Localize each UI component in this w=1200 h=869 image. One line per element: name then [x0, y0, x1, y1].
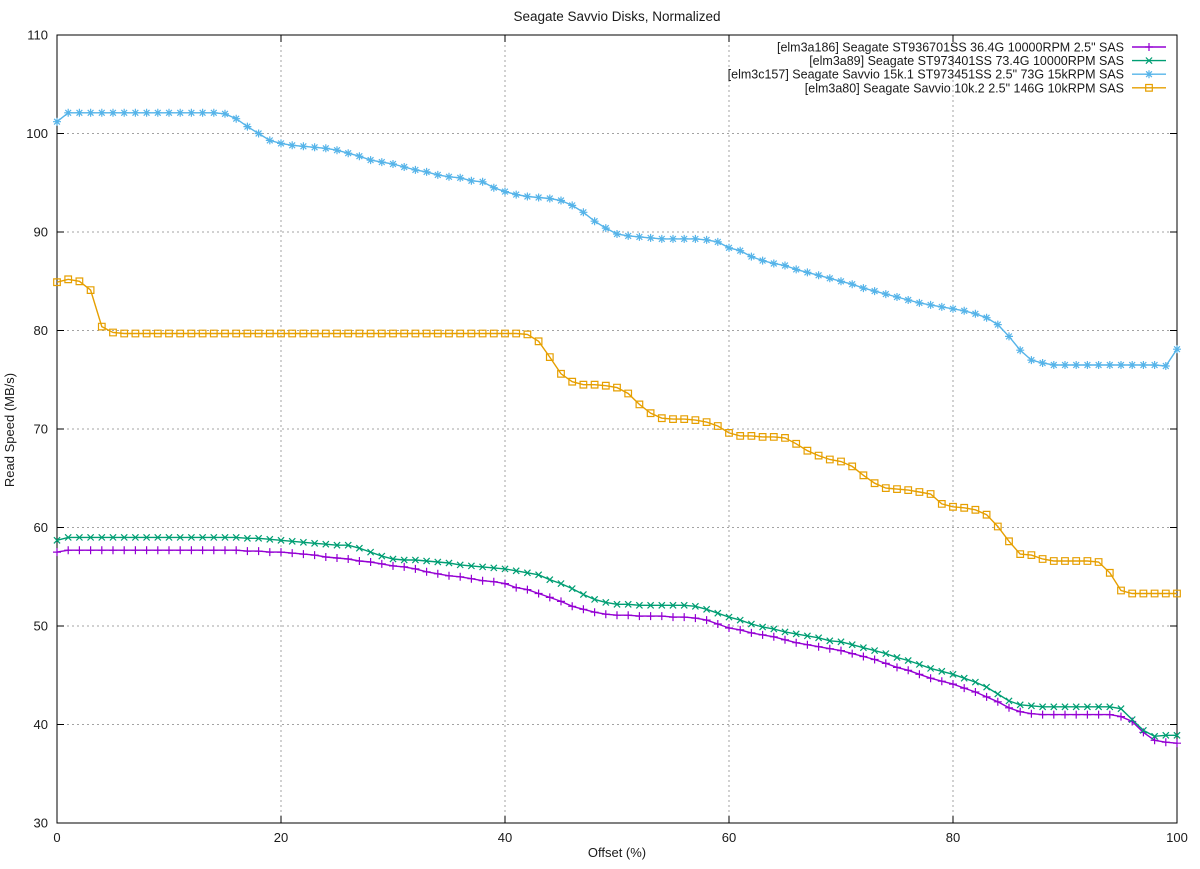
legend-label-3: [elm3a80] Seagate Savvio 10k.2 2.5" 146G…	[805, 81, 1124, 95]
y-tick-label: 50	[34, 619, 48, 634]
y-tick-label: 100	[26, 126, 48, 141]
x-tick-label: 80	[946, 830, 960, 845]
series-markers-1	[53, 533, 1181, 740]
x-tick-label: 0	[53, 830, 60, 845]
legend-sample-marker	[1145, 70, 1153, 79]
series-markers-3	[53, 275, 1181, 598]
series-markers-0	[53, 546, 1181, 748]
y-tick-label: 30	[34, 816, 48, 831]
tick-labels: 0 20 40 60 80 100 30 40 50 60 70 80 90 100 110	[26, 28, 1188, 846]
series-line-2	[56, 112, 1178, 367]
legend-sample-2	[1132, 70, 1166, 79]
series-2	[53, 108, 1181, 370]
legend-sample-3	[1132, 83, 1166, 92]
legend-label-0: [elm3a186] Seagate ST936701SS 36.4G 1000…	[777, 41, 1124, 55]
series-line-0	[56, 549, 1178, 744]
y-tick-label: 110	[27, 28, 48, 43]
y-tick-label: 40	[34, 717, 48, 732]
series-3	[53, 275, 1181, 598]
y-tick-label: 80	[34, 323, 48, 338]
legend-sample-1	[1132, 57, 1166, 65]
y-tick-label: 60	[34, 520, 48, 535]
legend: [elm3a186] Seagate ST936701SS 36.4G 1000…	[728, 41, 1166, 95]
x-tick-label: 60	[722, 830, 736, 845]
series-markers-2	[53, 108, 1181, 370]
axis-ticks	[56, 34, 1178, 824]
chart-title: Seagate Savvio Disks, Normalized	[513, 9, 720, 24]
legend-sample-marker	[1145, 83, 1153, 92]
x-tick-label: 20	[274, 830, 288, 845]
legend-sample-marker	[1145, 43, 1153, 51]
y-tick-label: 70	[34, 422, 48, 437]
y-axis-label: Read Speed (MB/s)	[2, 373, 17, 487]
x-axis-label: Offset (%)	[588, 845, 646, 860]
legend-sample-marker	[1145, 57, 1153, 65]
legend-label-2: [elm3c157] Seagate Savvio 15k.1 ST973451…	[728, 68, 1124, 82]
legend-sample-0	[1132, 43, 1166, 51]
series-0	[53, 546, 1181, 748]
series-1	[53, 533, 1181, 740]
y-tick-label: 90	[34, 225, 48, 240]
x-tick-label: 100	[1166, 830, 1188, 845]
legend-label-1: [elm3a89] Seagate ST973401SS 73.4G 10000…	[809, 54, 1124, 68]
x-tick-label: 40	[498, 830, 512, 845]
